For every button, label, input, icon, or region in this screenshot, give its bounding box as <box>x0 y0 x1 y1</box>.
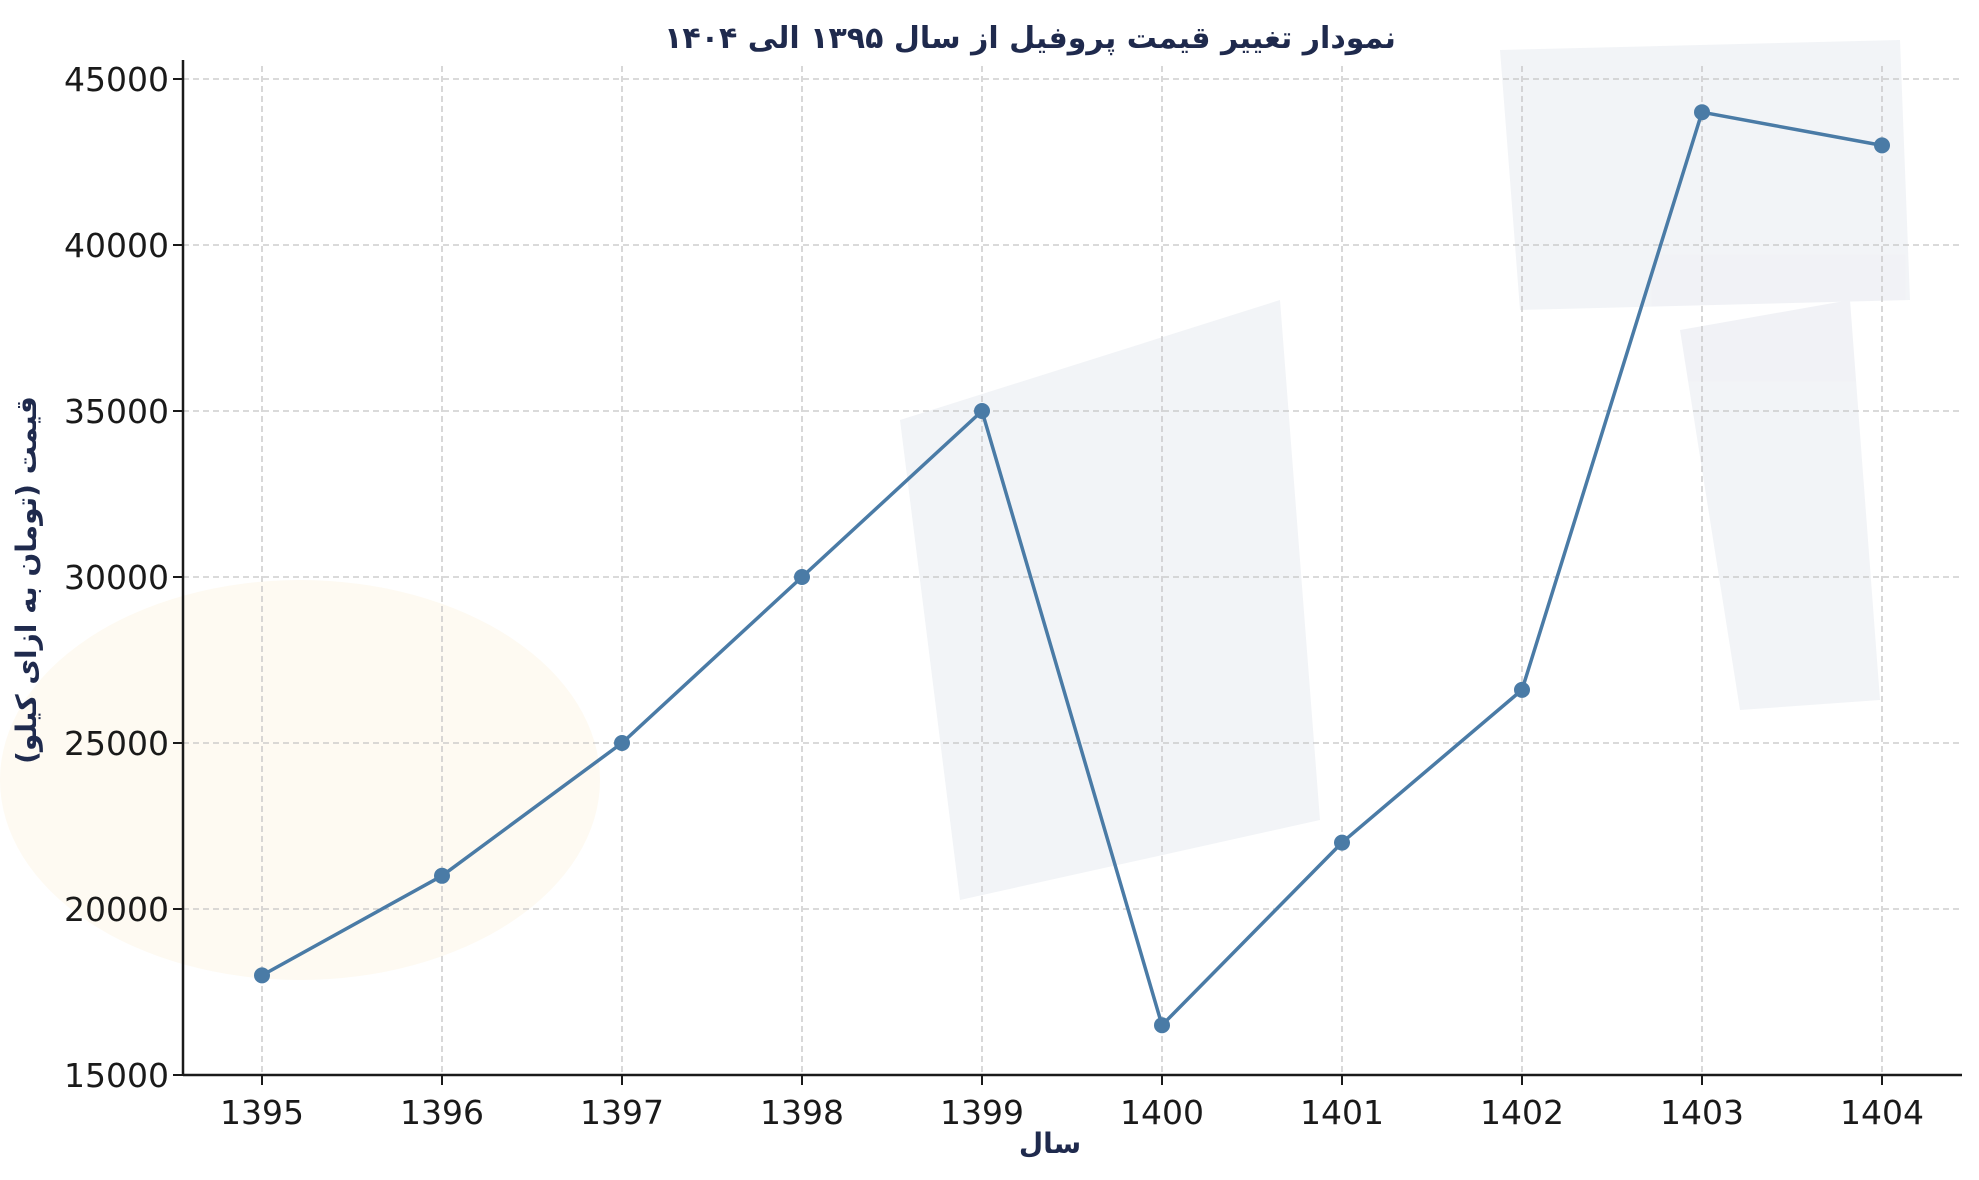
data-point <box>1154 1017 1170 1034</box>
data-point <box>794 569 810 585</box>
y-tick-label: 30000 <box>64 558 169 597</box>
x-tick-label: 1400 <box>1120 1093 1204 1132</box>
axes <box>181 60 1962 1077</box>
x-tick-label: 1403 <box>1660 1093 1744 1132</box>
x-tick-label: 1397 <box>580 1093 664 1132</box>
grid-lines <box>183 66 1962 1075</box>
y-tick-label: 15000 <box>64 1056 169 1095</box>
data-point <box>254 967 270 984</box>
data-point <box>1874 137 1890 154</box>
data-point <box>1694 104 1710 121</box>
y-axis-label: قیمت (تومان به ازای کیلو) <box>10 396 43 764</box>
y-axis-ticks: 15000 20000 25000 30000 35000 40000 45000 <box>64 60 183 1095</box>
x-axis-label: سال <box>1019 1127 1081 1160</box>
x-tick-label: 1401 <box>1300 1093 1384 1132</box>
watermark-logo <box>0 40 1910 980</box>
data-point <box>1514 681 1530 698</box>
x-tick-label: 1402 <box>1480 1093 1564 1132</box>
data-point <box>614 735 630 751</box>
y-tick-label: 45000 <box>64 60 169 99</box>
x-tick-label: 1404 <box>1840 1093 1924 1132</box>
x-tick-label: 1395 <box>220 1093 304 1132</box>
data-point <box>1334 834 1350 851</box>
chart-title: نمودار تغییر قیمت پروفیل از سال ۱۳۹۵ الی… <box>664 21 1396 56</box>
y-tick-label: 25000 <box>64 724 169 763</box>
data-point <box>434 867 450 884</box>
x-axis-ticks: 1395 1396 1397 1398 1399 1400 1401 1402 1403 1404 <box>220 1075 1924 1132</box>
y-tick-label: 20000 <box>64 890 169 929</box>
series-line <box>261 110 1883 1027</box>
x-tick-label: 1399 <box>940 1093 1024 1132</box>
data-point <box>974 403 990 419</box>
x-tick-label: 1396 <box>400 1093 484 1132</box>
y-tick-label: 35000 <box>64 392 169 431</box>
y-tick-label: 40000 <box>64 226 169 265</box>
x-tick-label: 1398 <box>760 1093 844 1132</box>
data-series <box>254 104 1890 1034</box>
